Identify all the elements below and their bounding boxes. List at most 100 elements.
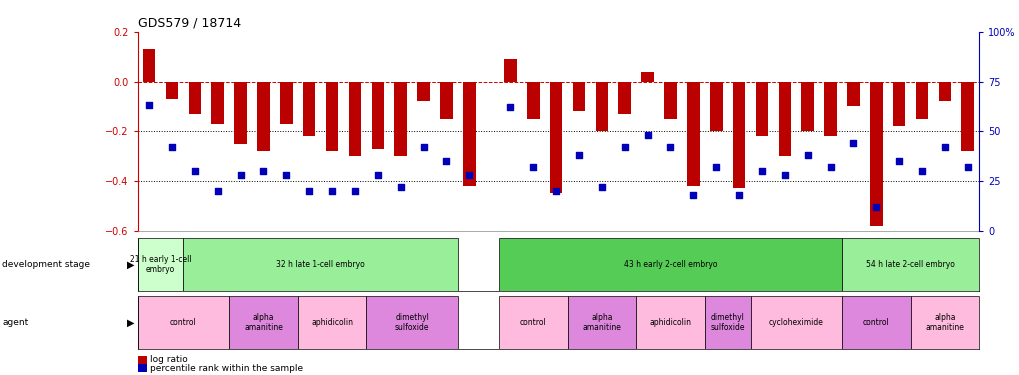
Bar (549, 82, 561, 194)
Text: 54 h late 2-cell embryo: 54 h late 2-cell embryo (865, 260, 954, 269)
Bar (298, 296, 366, 349)
Text: ▶: ▶ (126, 318, 135, 327)
Bar (143, 49, 155, 82)
Bar (527, 82, 539, 119)
Text: aphidicolin: aphidicolin (649, 318, 691, 327)
Bar (394, 82, 407, 156)
Bar (709, 82, 721, 131)
Point (845, 140, 861, 146)
Text: alpha
amanitine: alpha amanitine (244, 313, 282, 332)
Bar (704, 296, 750, 349)
Point (525, 164, 541, 170)
Point (547, 188, 564, 194)
Point (775, 172, 792, 178)
Text: development stage: development stage (2, 260, 90, 269)
Point (753, 168, 769, 174)
Text: alpha
amanitine: alpha amanitine (582, 313, 621, 332)
Point (661, 144, 678, 150)
Bar (211, 82, 224, 124)
Text: cycloheximide: cycloheximide (768, 318, 823, 327)
Bar (229, 296, 298, 349)
Text: 32 h late 1-cell embryo: 32 h late 1-cell embryo (276, 260, 365, 269)
Point (369, 172, 385, 178)
Bar (777, 82, 791, 156)
Point (301, 188, 317, 194)
Bar (869, 82, 881, 226)
Text: 21 h early 1-cell
embryo: 21 h early 1-cell embryo (129, 255, 192, 274)
Point (913, 168, 929, 174)
Bar (371, 82, 384, 148)
Text: ▶: ▶ (126, 260, 135, 269)
Text: dimethyl
sulfoxide: dimethyl sulfoxide (394, 313, 429, 332)
Point (685, 192, 701, 198)
Point (616, 144, 633, 150)
Bar (498, 296, 567, 349)
Point (324, 188, 340, 194)
Text: GDS579 / 18714: GDS579 / 18714 (138, 16, 240, 29)
Text: control: control (862, 318, 889, 327)
Point (501, 104, 518, 110)
Bar (417, 82, 429, 102)
Point (959, 164, 975, 170)
Bar (183, 238, 458, 291)
Bar (138, 296, 229, 349)
Point (438, 158, 454, 164)
Point (731, 192, 747, 198)
Point (392, 184, 409, 190)
Point (209, 188, 225, 194)
Text: dimethyl
sulfoxide: dimethyl sulfoxide (709, 313, 744, 332)
Point (639, 132, 655, 138)
Text: alpha
amanitine: alpha amanitine (924, 313, 963, 332)
Bar (573, 82, 585, 111)
Point (821, 164, 838, 170)
Bar (841, 296, 910, 349)
Bar (636, 296, 704, 349)
Point (255, 168, 271, 174)
Point (707, 164, 723, 170)
Point (891, 158, 907, 164)
Bar (732, 82, 745, 188)
Bar (847, 82, 859, 106)
Point (141, 102, 157, 108)
Bar (823, 82, 836, 136)
Bar (595, 82, 607, 131)
Bar (750, 296, 841, 349)
Bar (892, 82, 905, 126)
Point (799, 152, 815, 158)
Bar (915, 82, 927, 119)
Bar (687, 82, 699, 186)
Point (278, 172, 294, 178)
Bar (503, 59, 517, 82)
Text: agent: agent (2, 318, 29, 327)
Bar (755, 82, 767, 136)
Text: aphidicolin: aphidicolin (311, 318, 353, 327)
Bar (138, 238, 183, 291)
Bar (348, 82, 361, 156)
Text: percentile rank within the sample: percentile rank within the sample (150, 364, 303, 373)
Bar (325, 82, 338, 151)
Bar (937, 82, 951, 102)
Bar (189, 82, 201, 114)
Text: 43 h early 2-cell embryo: 43 h early 2-cell embryo (624, 260, 716, 269)
Point (461, 172, 477, 178)
Point (415, 144, 431, 150)
Text: control: control (170, 318, 197, 327)
Bar (303, 82, 315, 136)
Point (232, 172, 249, 178)
Bar (439, 82, 452, 119)
Bar (257, 82, 269, 151)
Bar (910, 296, 978, 349)
Bar (801, 82, 813, 131)
Bar (498, 238, 841, 291)
Point (867, 204, 883, 210)
Bar (641, 72, 653, 82)
Bar (366, 296, 458, 349)
Point (186, 168, 203, 174)
Point (571, 152, 587, 158)
Bar (841, 238, 978, 291)
Point (346, 188, 363, 194)
Point (593, 184, 609, 190)
Bar (234, 82, 247, 144)
Bar (567, 296, 636, 349)
Text: control: control (520, 318, 546, 327)
